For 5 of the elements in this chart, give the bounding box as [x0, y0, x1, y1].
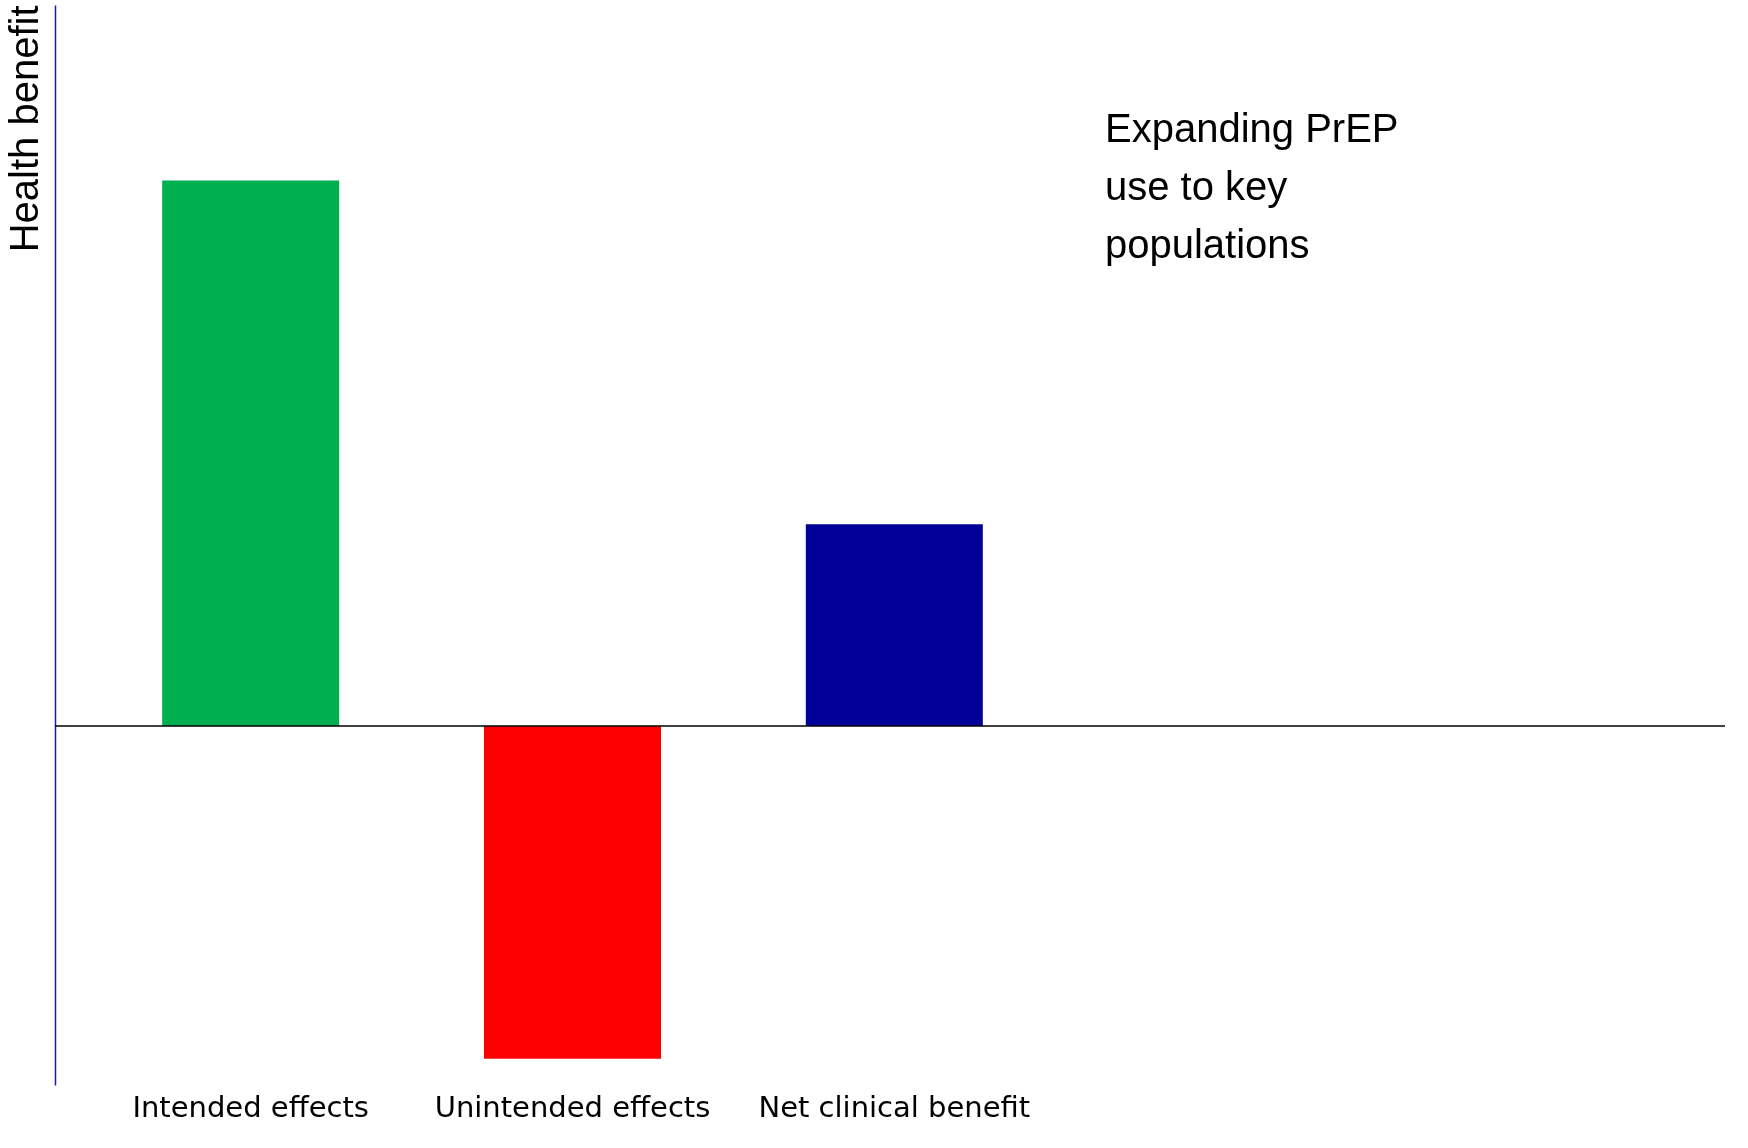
x-tick-label: Unintended effects [434, 1089, 711, 1124]
text: Expanding PrEP use to key populations [1105, 106, 1399, 266]
x-tick-label: Net clinical benefit [758, 1089, 1031, 1124]
y-axis-title: Health benefit [1, 5, 46, 253]
x-tick-label: Intended effects [132, 1089, 369, 1124]
